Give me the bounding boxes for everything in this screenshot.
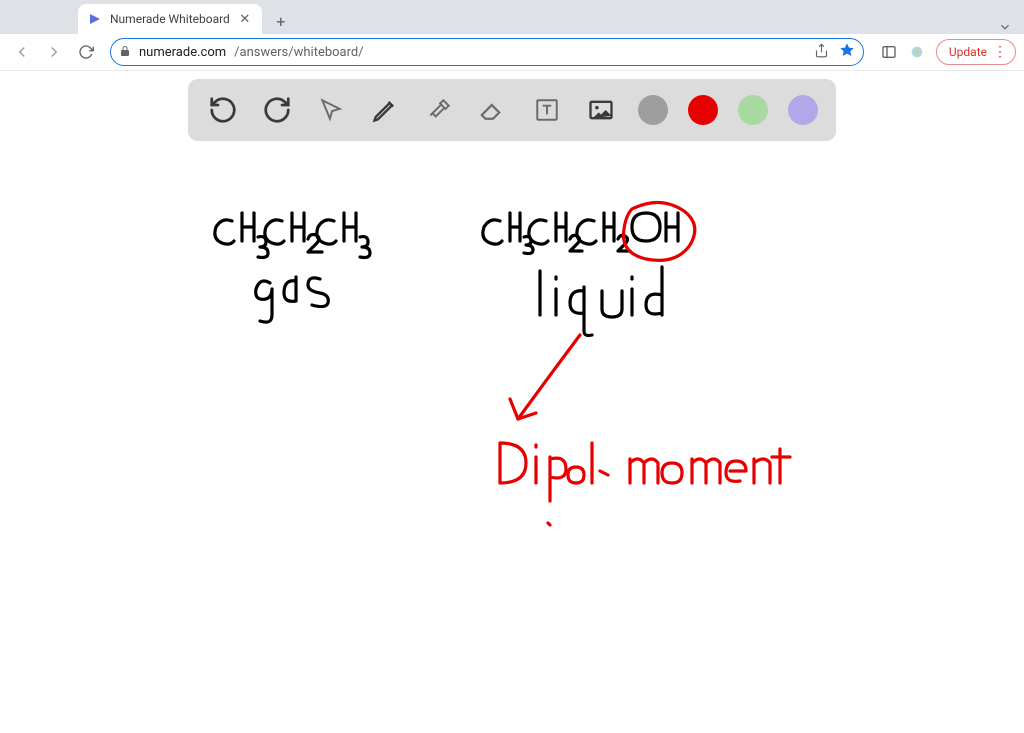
- tab-overflow-icon[interactable]: [998, 20, 1024, 34]
- text-tool[interactable]: [530, 93, 564, 127]
- tab-strip: Numerade Whiteboard ✕ +: [0, 0, 1024, 34]
- redo-button[interactable]: [260, 93, 294, 127]
- lock-icon: [119, 45, 131, 60]
- extension-icon[interactable]: [908, 43, 926, 61]
- url-host: numerade.com: [139, 45, 226, 60]
- color-swatch-red[interactable]: [688, 95, 718, 125]
- whiteboard-canvas[interactable]: [0, 71, 1024, 733]
- reload-button[interactable]: [72, 38, 100, 66]
- url-path: /answers/whiteboard/: [234, 45, 363, 60]
- undo-button[interactable]: [206, 93, 240, 127]
- tools-button[interactable]: [422, 93, 456, 127]
- back-button[interactable]: [8, 38, 36, 66]
- pointer-tool[interactable]: [314, 93, 348, 127]
- pen-tool[interactable]: [368, 93, 402, 127]
- address-bar[interactable]: numerade.com/answers/whiteboard/: [110, 38, 864, 66]
- bookmark-star-icon[interactable]: [839, 42, 855, 62]
- update-button[interactable]: Update ⋮: [936, 39, 1016, 65]
- share-icon[interactable]: [814, 43, 829, 62]
- whiteboard-toolbar: [188, 79, 836, 141]
- browser-chrome: Numerade Whiteboard ✕ + numerade.com/ans…: [0, 0, 1024, 71]
- browser-toolbar: numerade.com/answers/whiteboard/ Update …: [0, 34, 1024, 70]
- color-swatch-purple[interactable]: [788, 95, 818, 125]
- color-swatch-gray[interactable]: [638, 95, 668, 125]
- new-tab-button[interactable]: +: [268, 8, 294, 34]
- tab-close-icon[interactable]: ✕: [238, 12, 252, 26]
- panel-icon[interactable]: [880, 43, 898, 61]
- image-tool[interactable]: [584, 93, 618, 127]
- tab-title: Numerade Whiteboard: [110, 12, 230, 26]
- eraser-tool[interactable]: [476, 93, 510, 127]
- color-swatch-green[interactable]: [738, 95, 768, 125]
- handwriting-layer: [0, 71, 1024, 733]
- tab-favicon: [88, 12, 102, 26]
- menu-dots-icon[interactable]: ⋮: [993, 45, 1007, 59]
- browser-tab[interactable]: Numerade Whiteboard ✕: [78, 4, 262, 34]
- extensions-area: Update ⋮: [874, 39, 1016, 65]
- forward-button[interactable]: [40, 38, 68, 66]
- update-label: Update: [949, 45, 987, 59]
